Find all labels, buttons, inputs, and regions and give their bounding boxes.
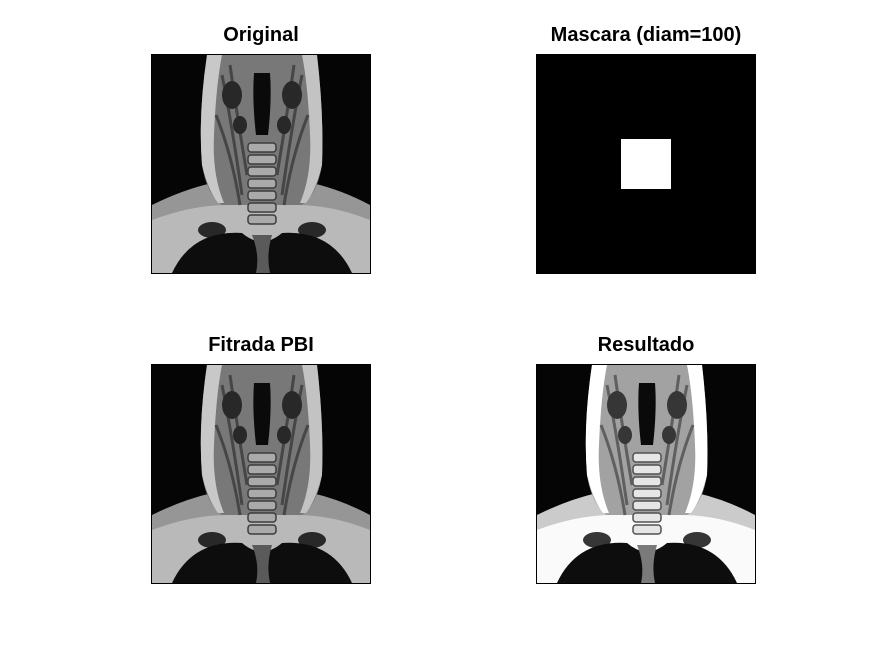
panel-original: Original bbox=[151, 24, 371, 274]
panel-filtered: Fitrada PBI bbox=[151, 334, 371, 584]
image-axes-original bbox=[151, 54, 371, 274]
panel-title: Original bbox=[223, 24, 299, 46]
mri-image bbox=[152, 55, 370, 273]
panel-mask: Mascara (diam=100) bbox=[512, 24, 780, 274]
mri-image bbox=[537, 365, 755, 583]
mask-square bbox=[621, 139, 671, 189]
image-axes-result bbox=[536, 364, 756, 584]
mri-image bbox=[152, 365, 370, 583]
panel-title: Mascara (diam=100) bbox=[550, 24, 742, 46]
panel-title: Resultado bbox=[597, 334, 695, 356]
panel-result: Resultado bbox=[536, 334, 756, 584]
image-axes-mask bbox=[536, 54, 756, 274]
panel-title: Fitrada PBI bbox=[208, 334, 314, 356]
image-axes-filtered bbox=[151, 364, 371, 584]
